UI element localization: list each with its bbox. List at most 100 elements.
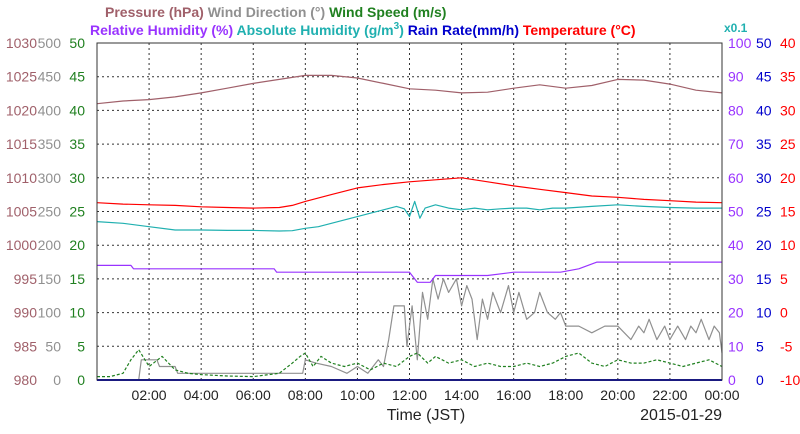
y-tick-label: 40 bbox=[728, 237, 744, 253]
series-line bbox=[96, 74, 723, 105]
y-tick-label: 60 bbox=[728, 170, 744, 186]
y-tick-label: 15 bbox=[780, 204, 796, 220]
y-tick-label: -10 bbox=[780, 372, 800, 388]
y-tick-label: 15 bbox=[756, 271, 772, 287]
x-tick-label: 20:00 bbox=[600, 387, 635, 403]
x-tick-label: 22:00 bbox=[652, 387, 687, 403]
y-tick-label: 20 bbox=[756, 237, 772, 253]
y-tick-label: 25 bbox=[756, 204, 772, 220]
x-tick-label: 12:00 bbox=[392, 387, 427, 403]
series-line bbox=[97, 261, 722, 283]
y-tick-label: 25 bbox=[780, 136, 796, 152]
legend-item: Absolute Humidity (g/m bbox=[233, 22, 393, 38]
y-tick-label: 10 bbox=[728, 338, 744, 354]
series-line bbox=[97, 349, 723, 378]
y-tick-label: 1020 bbox=[6, 102, 37, 118]
legend-item-tail: ) bbox=[399, 22, 404, 38]
series-line bbox=[96, 200, 722, 232]
axes-group: 1030102510201015101010051000995990985980… bbox=[6, 35, 800, 403]
legend-row-2: Relative Humidity (%) Absolute Humidity … bbox=[90, 21, 636, 38]
abs-humidity-scale-label: x0.1 bbox=[724, 21, 748, 35]
x-tick-label: 18:00 bbox=[548, 387, 583, 403]
y-tick-label: 5 bbox=[780, 271, 788, 287]
y-tick-label: 35 bbox=[756, 136, 772, 152]
y-tick-label: 0 bbox=[756, 372, 764, 388]
y-tick-label: 350 bbox=[38, 136, 62, 152]
y-tick-label: 1015 bbox=[6, 136, 37, 152]
y-tick-label: 985 bbox=[14, 338, 38, 354]
y-tick-label: 150 bbox=[38, 271, 62, 287]
y-tick-label: 40 bbox=[756, 102, 772, 118]
y-tick-label: 1010 bbox=[6, 170, 37, 186]
y-tick-label: 0 bbox=[53, 372, 61, 388]
y-tick-label: 1000 bbox=[6, 237, 37, 253]
y-tick-label: 0 bbox=[77, 372, 85, 388]
y-tick-label: 100 bbox=[38, 305, 62, 321]
y-tick-label: 20 bbox=[728, 305, 744, 321]
y-tick-label: 20 bbox=[69, 237, 85, 253]
y-tick-label: 50 bbox=[45, 338, 61, 354]
y-tick-label: 250 bbox=[38, 204, 62, 220]
y-tick-label: 0 bbox=[728, 372, 736, 388]
series-line bbox=[97, 278, 723, 381]
x-tick-label: 02:00 bbox=[132, 387, 167, 403]
x-tick-label: 04:00 bbox=[184, 387, 219, 403]
y-tick-label: 10 bbox=[780, 237, 796, 253]
y-tick-label: 995 bbox=[14, 271, 38, 287]
y-tick-label: 25 bbox=[69, 204, 85, 220]
x-tick-label: 08:00 bbox=[288, 387, 323, 403]
y-tick-label: 45 bbox=[69, 69, 85, 85]
y-tick-label: 50 bbox=[728, 204, 744, 220]
y-tick-label: 45 bbox=[756, 69, 772, 85]
y-tick-label: 990 bbox=[14, 305, 38, 321]
legend-row-1: Pressure (hPa) Wind Direction (°) Wind S… bbox=[105, 4, 446, 20]
x-axis-label: Time (JST) bbox=[387, 407, 466, 424]
legend-item: Relative Humidity (%) bbox=[90, 22, 233, 38]
y-tick-label: 20 bbox=[780, 170, 796, 186]
y-tick-label: 30 bbox=[756, 170, 772, 186]
y-tick-label: 35 bbox=[780, 69, 796, 85]
y-tick-label: 40 bbox=[69, 102, 85, 118]
y-tick-label: 30 bbox=[728, 271, 744, 287]
y-tick-label: 1030 bbox=[6, 35, 37, 51]
legend-superscript: 3 bbox=[394, 21, 400, 32]
y-tick-label: 0 bbox=[780, 305, 788, 321]
legend: Pressure (hPa) Wind Direction (°) Wind S… bbox=[90, 4, 748, 38]
plot-frame bbox=[96, 42, 723, 381]
y-tick-label: 40 bbox=[780, 35, 796, 51]
legend-item: Rain Rate(mm/h) bbox=[404, 22, 519, 38]
legend-item: Pressure (hPa) bbox=[105, 4, 204, 20]
y-tick-label: 5 bbox=[756, 338, 764, 354]
y-tick-label: 450 bbox=[38, 69, 62, 85]
series-line bbox=[96, 177, 723, 209]
legend-item: Wind Direction (°) bbox=[204, 4, 325, 20]
y-tick-label: 80 bbox=[728, 102, 744, 118]
legend-item: Temperature (°C) bbox=[519, 22, 636, 38]
x-tick-label: 16:00 bbox=[496, 387, 531, 403]
y-tick-label: 5 bbox=[77, 338, 85, 354]
legend-item: Wind Speed (m/s) bbox=[325, 4, 446, 20]
x-tick-label: 10:00 bbox=[340, 387, 375, 403]
y-tick-label: 30 bbox=[780, 102, 796, 118]
y-tick-label: 70 bbox=[728, 136, 744, 152]
y-tick-label: 200 bbox=[38, 237, 62, 253]
y-tick-label: 50 bbox=[756, 35, 772, 51]
y-tick-label: -5 bbox=[780, 338, 793, 354]
date-label: 2015-01-29 bbox=[640, 407, 722, 424]
y-tick-label: 50 bbox=[69, 35, 85, 51]
y-tick-label: 1025 bbox=[6, 69, 37, 85]
y-tick-label: 90 bbox=[728, 69, 744, 85]
x-tick-label: 14:00 bbox=[444, 387, 479, 403]
x-tick-label: 00:00 bbox=[704, 387, 739, 403]
y-tick-label: 1005 bbox=[6, 204, 37, 220]
y-tick-label: 35 bbox=[69, 136, 85, 152]
y-tick-label: 30 bbox=[69, 170, 85, 186]
y-tick-label: 15 bbox=[69, 271, 85, 287]
y-tick-label: 10 bbox=[756, 305, 772, 321]
x-tick-label: 06:00 bbox=[236, 387, 271, 403]
y-tick-label: 400 bbox=[38, 102, 62, 118]
grid bbox=[97, 43, 722, 380]
y-tick-label: 10 bbox=[69, 305, 85, 321]
y-tick-label: 300 bbox=[38, 170, 62, 186]
